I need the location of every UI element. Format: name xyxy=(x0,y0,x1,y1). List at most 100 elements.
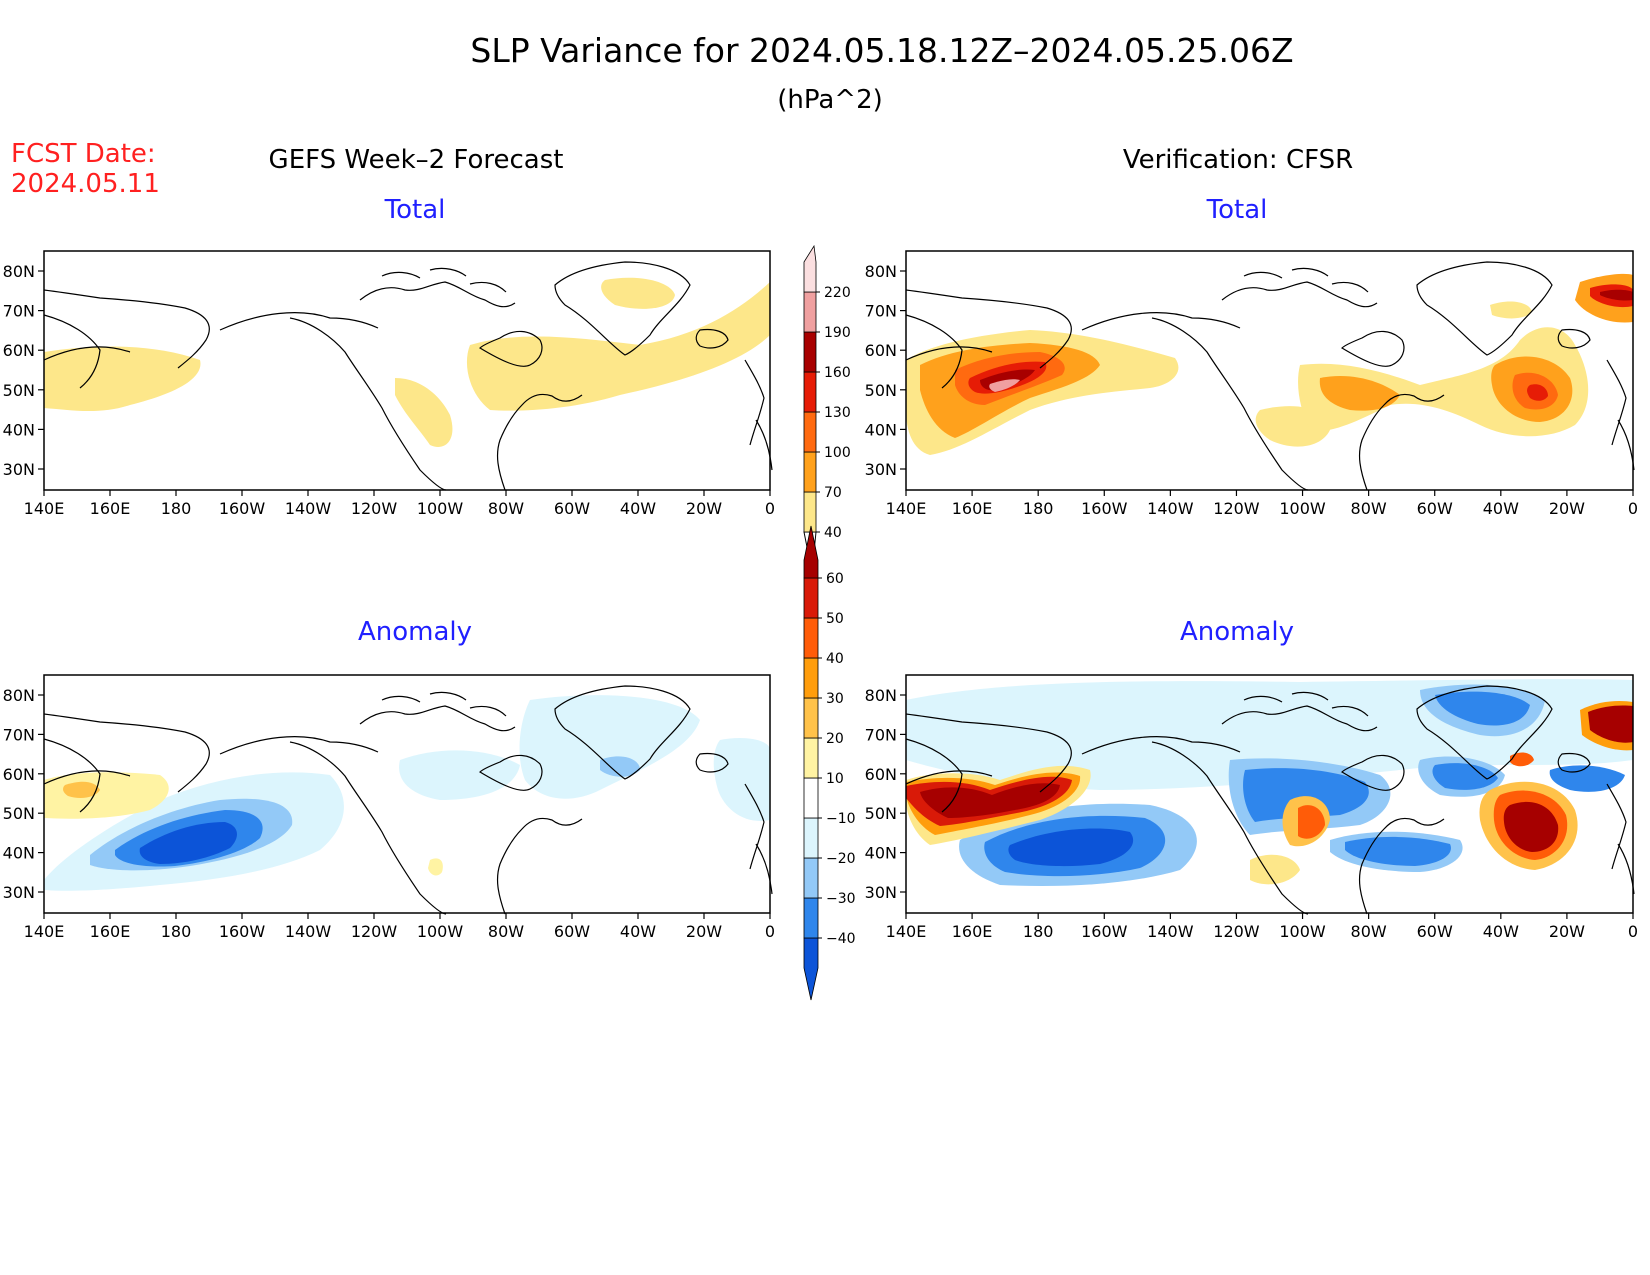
panel-subtitle-fc-anom: Anomaly xyxy=(358,617,472,647)
lon-label: 160W xyxy=(219,922,266,941)
lon-label: 100W xyxy=(417,922,464,941)
colorbar-anomaly: −40 −30 −20 −10 10 20 30 40 50 60 xyxy=(803,525,856,1001)
lon-label: 160E xyxy=(952,499,993,518)
lon-label: 100W xyxy=(1279,499,1326,518)
colorbar-total-swatch xyxy=(803,331,817,373)
lon-label: 120W xyxy=(351,499,398,518)
lon-label: 140W xyxy=(285,499,332,518)
lat-label: 30N xyxy=(865,883,897,902)
coastline-verification-total xyxy=(905,261,1635,491)
colorbar-anomaly-swatch xyxy=(803,897,819,939)
lat-label: 60N xyxy=(865,341,897,360)
colorbar-total: 40 70 100 130 160 190 220 xyxy=(803,244,851,573)
panel-subtitle-ver-anom: Anomaly xyxy=(1180,617,1294,647)
coastline-forecast-total xyxy=(43,261,773,491)
panel-subtitle-ver-total: Total xyxy=(1206,195,1268,225)
lon-axis-forecast-total: 140E 160E 180 160W 140W 120W 100W 80W 60W 40W 20W 0 xyxy=(24,490,775,518)
contour-fill-verification-total xyxy=(906,273,1633,455)
colorbar-anomaly-swatch xyxy=(803,577,819,619)
lon-label: 60W xyxy=(1417,922,1453,941)
lon-label: 20W xyxy=(1549,499,1585,518)
map-panel-verification-anomaly: 80N 70N 60N 50N 40N 30N 140E 160E 180 160W 140W 12… xyxy=(865,674,1638,941)
figure-units: (hPa^2) xyxy=(777,85,883,115)
map-panel-forecast-total: 80N 70N 60N 50N 40N 30N 140E 160E 180 160W 140W 12… xyxy=(3,250,775,518)
figure-title: SLP Variance for 2024.05.18.12Z–2024.05.… xyxy=(470,31,1293,70)
lat-axis-forecast-total: 80N 70N 60N 50N 40N 30N xyxy=(3,262,44,479)
lon-label: 0 xyxy=(1628,922,1638,941)
lon-label: 100W xyxy=(417,499,464,518)
lon-label: 40W xyxy=(620,499,656,518)
lon-label: 140W xyxy=(285,922,332,941)
lat-label: 50N xyxy=(865,804,897,823)
contour-fill-forecast-total xyxy=(44,277,770,447)
lon-label: 80W xyxy=(488,922,524,941)
lon-label: 20W xyxy=(1549,922,1585,941)
lat-label: 70N xyxy=(3,725,35,744)
lon-axis-verification-anomaly: 140E 160E 180 160W 140W 120W 100W 80W 60W 40W 20W 0 xyxy=(886,913,1638,941)
lon-label: 180 xyxy=(1023,922,1054,941)
lon-label: 140W xyxy=(1147,499,1194,518)
lat-label: 70N xyxy=(865,302,897,321)
lon-axis-verification-total: 140E 160E 180 160W 140W 120W 100W 80W 60W 40W 20W 0 xyxy=(886,490,1638,518)
lat-label: 80N xyxy=(3,262,35,281)
lon-label: 80W xyxy=(488,499,524,518)
lat-label: 50N xyxy=(865,381,897,400)
lon-label: 60W xyxy=(1417,499,1453,518)
lon-label: 180 xyxy=(1023,499,1054,518)
lon-label: 160E xyxy=(90,922,131,941)
colorbar-anomaly-label: 30 xyxy=(826,691,844,707)
coastline-forecast-anomaly xyxy=(43,685,773,915)
lon-label: 0 xyxy=(1628,499,1638,518)
colorbar-total-label: 70 xyxy=(824,485,842,501)
map-panel-verification-total: 80N 70N 60N 50N 40N 30N 140E 160E 180 160W 140W 12… xyxy=(865,250,1638,518)
lon-label: 160E xyxy=(952,922,993,941)
lon-label: 80W xyxy=(1351,922,1387,941)
lat-label: 60N xyxy=(3,341,35,360)
panel-subtitle-fc-total: Total xyxy=(384,195,446,225)
lat-axis-forecast-anomaly: 80N 70N 60N 50N 40N 30N xyxy=(3,686,44,902)
lon-label: 80W xyxy=(1351,499,1387,518)
colorbar-total-swatch xyxy=(803,451,817,493)
lat-axis-verification-total: 80N 70N 60N 50N 40N 30N xyxy=(865,262,906,479)
colorbar-anomaly-swatch xyxy=(803,937,819,1001)
lon-label: 120W xyxy=(1213,499,1260,518)
colorbar-anomaly-label: 20 xyxy=(826,731,844,747)
lat-label: 30N xyxy=(3,460,35,479)
colorbar-anomaly-label: 60 xyxy=(826,571,844,587)
lon-label: 180 xyxy=(161,499,192,518)
colorbar-anomaly-swatch xyxy=(803,617,819,659)
colorbar-total-label: 190 xyxy=(824,325,851,341)
colorbar-anomaly-label: −10 xyxy=(826,811,856,827)
lon-label: 60W xyxy=(554,499,590,518)
lon-label: 140E xyxy=(24,499,65,518)
colorbar-total-swatch xyxy=(803,491,817,533)
lat-label: 70N xyxy=(865,725,897,744)
colorbar-total-swatch xyxy=(803,244,817,293)
colorbar-anomaly-swatch xyxy=(803,777,819,819)
lat-label: 30N xyxy=(865,460,897,479)
lat-label: 40N xyxy=(865,420,897,439)
lat-label: 70N xyxy=(3,302,35,321)
colorbar-anomaly-label: −40 xyxy=(826,931,856,947)
lon-label: 60W xyxy=(554,922,590,941)
lat-label: 60N xyxy=(3,765,35,784)
colorbar-anomaly-label: −30 xyxy=(826,891,856,907)
colorbar-total-label: 160 xyxy=(824,365,851,381)
map-frame-forecast-total xyxy=(43,250,771,491)
contour-fill-forecast-anomaly xyxy=(44,695,770,891)
lat-label: 40N xyxy=(865,844,897,863)
map-frame-verification-total xyxy=(905,250,1634,491)
colorbar-total-label: 100 xyxy=(824,445,851,461)
colorbar-anomaly-label: 10 xyxy=(826,771,844,787)
colorbar-total-swatch xyxy=(803,291,817,333)
lat-label: 40N xyxy=(3,420,35,439)
colorbar-total-label: 220 xyxy=(824,285,851,301)
lon-label: 160W xyxy=(219,499,266,518)
lat-label: 40N xyxy=(3,844,35,863)
colorbar-anomaly-swatch xyxy=(803,525,819,579)
lat-label: 60N xyxy=(865,765,897,784)
lat-label: 80N xyxy=(865,262,897,281)
lon-label: 40W xyxy=(1483,499,1519,518)
contour-fill-verification-anomaly xyxy=(906,679,1633,887)
